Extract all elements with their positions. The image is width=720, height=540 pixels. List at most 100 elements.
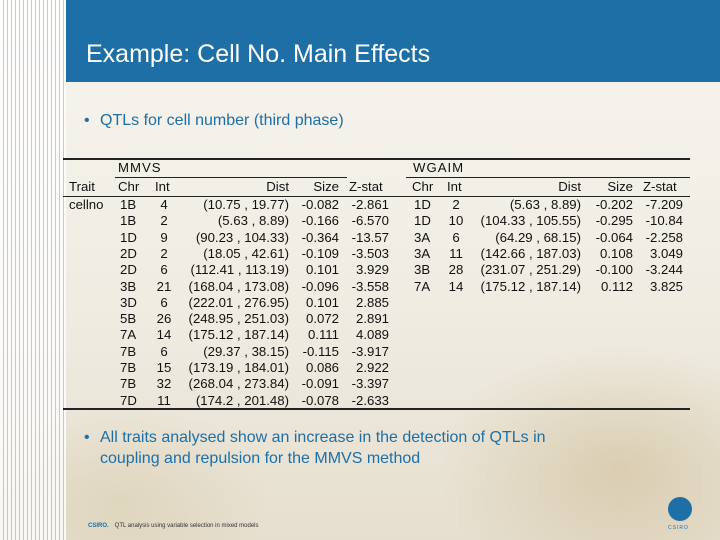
wgaim-int-cell: 2 [452,197,460,212]
wgaim-chr-cell: 3B [414,262,431,278]
header-rule [63,196,690,197]
wgaim-chr-cell: 1D [414,197,431,212]
mmvs-int-cell: 6 [160,294,168,310]
header-zstat: Z-stat [349,179,383,194]
wgaim-size-cell: -0.064 [595,229,633,245]
wgaim-chr-cell: 3A [414,229,431,245]
logo-text: CSIRO [668,525,689,531]
wgaim-zstat-cell: -10.84 [645,213,683,229]
mmvs-dist-cell: (174.2 , 201.48) [195,392,289,408]
mmvs-zstat-cell: -3.558 [351,278,389,294]
footer-text: QTL analysis using variable selection in… [114,523,259,529]
wgaim-zstat-cell: -2.258 [645,229,683,245]
wgaim-size-cell: 0.108 [599,245,633,261]
mmvs-size-cell: -0.109 [301,245,339,261]
mmvs-chr-cell: 7D [120,392,137,408]
mmvs-dist-cell: (268.04 , 273.84) [188,376,289,392]
wgaim-chr-cell: 3A [414,245,431,261]
mmvs-chr-cell: 7B [120,360,137,375]
group-label-mmvs: MMVS [118,160,162,175]
mmvs-chr-cell: 7B [120,343,137,359]
wgaim-dist-cell: (142.66 , 187.03) [480,245,581,261]
mmvs-zstat-cell: 2.885 [355,294,389,310]
wgaim-size-cell: 0.112 [600,278,633,294]
wgaim-chr-cell: 1D [414,213,431,229]
mmvs-chr-cell: 2D [120,245,137,261]
mmvs-int-cell: 2 [160,213,168,229]
wgaim-size-cell: -0.202 [595,197,633,212]
mmvs-int-cell: 6 [160,262,168,278]
wgaim-zstat-cell: -3.244 [645,262,683,278]
mmvs-chr-cell: 1D [120,229,137,245]
mmvs-dist-cell: (90.23 , 104.33) [195,229,289,245]
header-dist: Dist [266,179,289,194]
wgaim-group-rule [406,177,690,178]
mmvs-dist-cell: (222.01 , 276.95) [188,294,289,310]
table-bottom-rule [63,408,690,410]
mmvs-zstat-cell: -3.503 [351,245,389,261]
mmvs-dist-cell: (112.41 , 113.19) [190,262,290,278]
wgaim-dist-cell: (231.07 , 251.29) [480,262,581,278]
mmvs-dist-cell: (173.19 , 184.01) [188,360,289,375]
header-chr-wgaim: Chr [412,179,434,194]
mmvs-int-cell: 32 [156,376,172,392]
mmvs-zstat-cell: -13.57 [351,229,389,245]
footer: CSIRO. QTL analysis using variable select… [88,523,259,529]
mmvs-int-cell: 2 [160,245,168,261]
wgaim-int-cell: 14 [448,278,464,294]
mmvs-int-cell: 26 [156,311,172,327]
wgaim-dist-cell: (104.33 , 105.55) [480,213,581,229]
bullet-text-line2: coupling and repulsion for the MMVS meth… [100,450,421,467]
slide-title: Example: Cell No. Main Effects [86,40,431,68]
header-int-wgaim: Int [447,179,462,194]
mmvs-chr-cell: 2D [120,262,137,278]
mmvs-zstat-cell: -3.397 [351,376,389,392]
mmvs-int-cell: 11 [157,392,171,408]
header-size-wgaim: Size [607,179,633,194]
mmvs-dist-cell: (175.12 , 187.14) [188,327,289,343]
mmvs-int-cell: 9 [160,229,168,245]
header-dist-wgaim: Dist [558,179,581,194]
bullet-text: QTLs for cell number (third phase) [100,112,344,129]
left-stripe-decoration [0,0,66,540]
mmvs-dist-cell: (18.05 , 42.61) [203,245,289,261]
mmvs-size-cell: -0.082 [301,197,339,212]
mmvs-int-cell: 21 [156,278,172,294]
mmvs-int-cell: 15 [156,360,172,375]
bullet-qtls-cell-number: • QTLs for cell number (third phase) [84,112,344,130]
header-int: Int [155,179,170,194]
group-label-wgaim: WGAIM [413,160,465,175]
mmvs-size-cell: 0.072 [305,311,339,327]
wgaim-int-cell: 10 [448,213,464,229]
mmvs-size-cell: -0.115 [302,343,339,359]
mmvs-zstat-cell: -3.917 [351,343,389,359]
title-band [66,0,720,82]
wgaim-int-cell: 6 [452,229,460,245]
mmvs-chr-cell: 3D [120,294,137,310]
mmvs-size-cell: -0.078 [301,392,339,408]
mmvs-group-rule [115,177,347,178]
mmvs-dist-cell: (248.95 , 251.03) [188,311,289,327]
wgaim-zstat-cell: -7.209 [645,197,683,212]
mmvs-chr-cell: 7A [120,327,137,343]
header-chr: Chr [118,179,140,194]
wgaim-int-cell: 28 [448,262,464,278]
header-zstat-wgaim: Z-stat [643,179,677,194]
mmvs-chr-cell: 1B [120,213,137,229]
wgaim-size-cell: -0.100 [595,262,633,278]
mmvs-int-cell: 14 [156,327,172,343]
mmvs-chr-cell: 1B [120,197,137,212]
mmvs-size-cell: -0.364 [301,229,339,245]
wgaim-zstat-cell: 3.825 [649,278,683,294]
mmvs-zstat-cell: -2.861 [351,197,389,212]
mmvs-zstat-cell: 4.089 [355,327,389,343]
footer-org: CSIRO. [88,523,109,529]
mmvs-int-cell: 4 [160,197,168,212]
mmvs-dist-cell: (168.04 , 173.08) [188,278,289,294]
mmvs-chr-cell: 7B [120,376,137,392]
bullet-glyph: • [84,429,90,446]
mmvs-size-cell: -0.096 [301,278,339,294]
trait-label: cellno [69,197,104,212]
mmvs-zstat-cell: -2.633 [351,392,389,408]
